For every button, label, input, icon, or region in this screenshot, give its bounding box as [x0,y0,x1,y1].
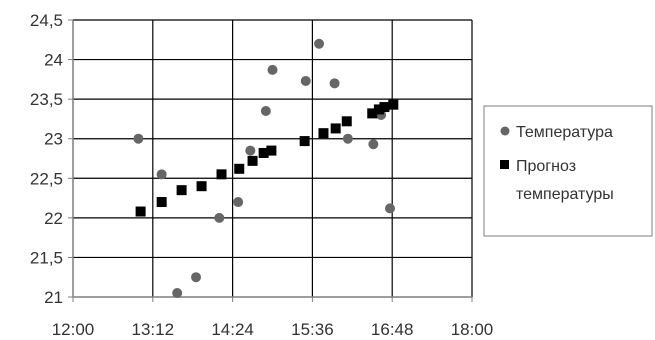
series-0-point-9 [300,75,311,86]
series-0-point-1 [156,169,167,180]
series-1-point-9 [299,136,310,147]
legend-marker-forecast [500,160,509,169]
chart-grid [73,19,473,297]
series-0-point-3 [191,272,202,283]
series-0-point-12 [342,133,353,144]
series-1-point-3 [196,181,207,192]
series-0-point-13 [368,139,379,150]
series-0-point-15 [384,203,395,214]
series-0-point-4 [214,212,225,223]
series-1-point-0 [135,206,146,217]
legend-label-forecast-line1: Прогноз [516,158,576,175]
chart-axes [68,19,473,302]
y-tick-label-2: 22 [44,209,63,228]
series-0-point-2 [172,288,183,299]
series-1-point-14 [373,104,384,115]
series-1-point-15 [379,102,390,113]
x-tick-label-1: 13:12 [132,320,175,339]
series-1-point-5 [234,163,245,174]
series-1-point-2 [176,185,187,196]
y-tick-label-5: 23,5 [30,90,63,109]
series-1-point-8 [266,145,277,156]
x-tick-label-4: 16:48 [371,320,414,339]
series-1-point-12 [341,116,352,127]
series-1-point-10 [318,128,329,139]
series-0-point-8 [267,64,278,75]
series-0-point-7 [260,106,271,117]
legend: Температура Прогноз температуры [483,105,653,237]
tick-labels: 21 21,5 22 22,5 23 23,5 24 24,5 12:00 13:12 14:24 1… [30,11,493,339]
series-1-point-13 [367,108,378,119]
legend-marker-temperature [500,126,510,136]
x-tick-label-3: 15:36 [291,320,334,339]
y-tick-label-0: 21 [44,288,63,307]
series-1-point-16 [388,99,399,110]
y-tick-label-3: 22,5 [30,169,63,188]
y-tick-label-6: 24 [44,51,63,70]
series-1-point-11 [330,123,341,134]
x-tick-label-0: 12:00 [52,320,95,339]
series-1-point-6 [247,155,258,166]
data-points [133,38,399,299]
y-tick-label-1: 21,5 [30,248,63,267]
series-0-point-0 [133,133,144,144]
legend-box [483,105,653,237]
legend-label-forecast-line2: температуры [516,186,614,203]
series-0-point-11 [329,78,340,89]
y-tick-label-7: 24,5 [30,11,63,30]
y-tick-label-4: 23 [44,130,63,149]
series-0-point-5 [233,197,244,208]
x-tick-label-2: 14:24 [211,320,254,339]
series-1-point-7 [258,147,269,158]
series-1-point-4 [216,169,227,180]
x-tick-label-5: 18:00 [451,320,494,339]
series-0-point-10 [314,38,325,49]
legend-label-temperature: Температура [516,124,613,141]
series-0-point-6 [245,145,256,156]
series-1-point-1 [156,197,167,208]
